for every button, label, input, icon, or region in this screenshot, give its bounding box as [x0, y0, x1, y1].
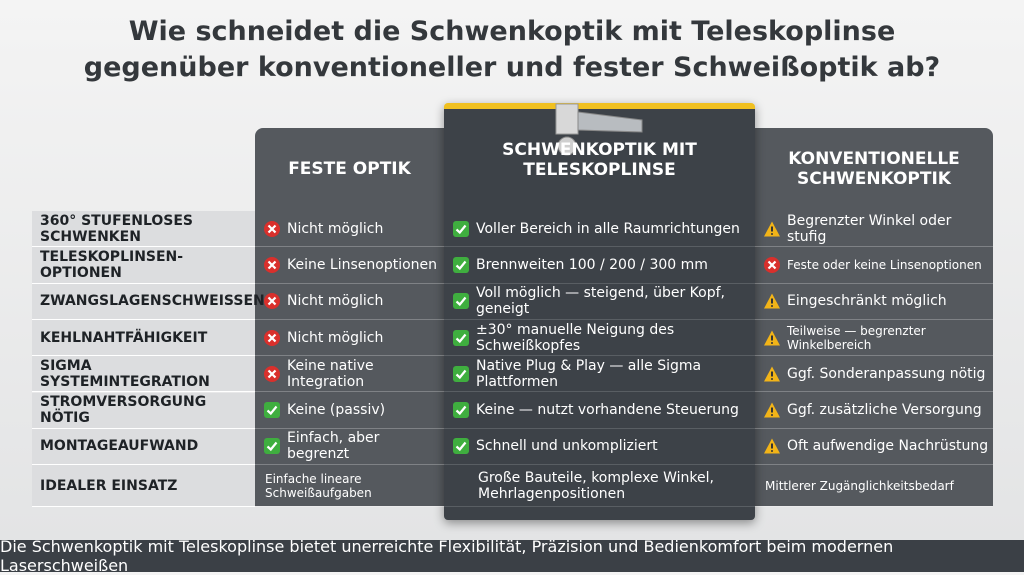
table-cell: Große Bauteile, komplexe Winkel, Mehrlag… — [444, 465, 755, 508]
cell-text: TELESKOPLINSEN-OPTIONEN — [40, 248, 184, 281]
cell-text: KONVENTIONELLE SCHWENKOPTIK — [788, 149, 960, 189]
cell-text: Nicht möglich — [287, 329, 384, 346]
status-icon — [453, 220, 469, 237]
status-icon — [764, 293, 780, 309]
cell-text: Voll möglich — steigend, über Kopf, gene… — [476, 285, 725, 318]
row-label: KEHLNAHTFÄHIGKEIT — [32, 319, 255, 357]
footer: Die Schwenkoptik mit Teleskoplinse biete… — [0, 537, 1024, 575]
cell-text: IDEALER EINSATZ — [40, 477, 178, 494]
table-cell: Feste oder keine Linsenoptionen — [755, 247, 993, 284]
cell-text: Begrenzter Winkel oder stufig — [787, 212, 952, 245]
table-cell: Schnell und unkompliziert — [444, 429, 755, 466]
column-bg — [255, 128, 444, 506]
row-label: STROMVERSORGUNG NÖTIG — [32, 392, 255, 429]
title-line: Wie schneidet die Schwenkoptik mit Teles… — [128, 16, 896, 47]
status-icon — [264, 220, 280, 237]
status-icon — [264, 438, 280, 455]
cell-text: Keine (passiv) — [287, 402, 386, 419]
status-icon — [453, 402, 469, 419]
cell-text: Voller Bereich in alle Raumrichtungen — [476, 220, 740, 237]
status-icon — [453, 438, 469, 455]
table-cell: Brennweiten 100 / 200 / 300 mm — [444, 247, 755, 284]
status-icon — [764, 366, 780, 382]
cell-text: ±30° manuelle Neigung des Schweißkopfes — [476, 321, 675, 354]
table-cell: Ggf. zusätzliche Versorgung — [755, 393, 993, 429]
row-label: IDEALER EINSATZ — [32, 465, 255, 508]
status-icon — [453, 293, 469, 310]
status-icon — [453, 329, 469, 346]
status-icon — [764, 438, 780, 454]
cell-text: Nicht möglich — [287, 220, 384, 237]
table-cell: Einfache lineare Schweißaufgaben — [255, 465, 444, 508]
table-cell: Keine (passiv) — [255, 393, 444, 429]
title-line: gegenüber konventioneller und fester Sch… — [83, 52, 941, 83]
row-label: ZWANGSLAGENSCHWEISSEN — [32, 283, 265, 320]
cell-text: ZWANGSLAGENSCHWEISSEN — [40, 293, 265, 310]
status-icon — [764, 330, 780, 346]
cell-text: SCHWENKOPTIK MIT TELESKOPLINSE — [502, 140, 697, 180]
status-icon — [764, 402, 780, 418]
table-cell: Keine native Integration — [255, 356, 444, 393]
table-cell: Mittlerer Zugänglichkeitsbedarf — [755, 465, 993, 508]
cell-text: Ggf. Sonderanpassung nötig — [787, 365, 986, 382]
cell-text: FESTE OPTIK — [288, 159, 411, 179]
column-header: KONVENTIONELLE SCHWENKOPTIK — [755, 128, 993, 210]
table-cell: Eingeschränkt möglich — [755, 284, 993, 320]
cell-text: Mittlerer Zugänglichkeitsbedarf — [765, 478, 954, 493]
cell-text: Nicht möglich — [287, 293, 384, 310]
row-label: MONTAGEAUFWAND — [32, 428, 255, 466]
column-header: FESTE OPTIK — [255, 128, 444, 210]
cell-text: Feste oder keine Linsenoptionen — [787, 257, 982, 272]
table-cell: Teilweise — begrenzter Winkelbereich — [755, 320, 993, 357]
cell-text: Keine — nutzt vorhandene Steuerung — [476, 402, 739, 419]
table-cell: Voll möglich — steigend, über Kopf, gene… — [444, 284, 755, 320]
cell-text: Schnell und unkompliziert — [476, 438, 658, 455]
row-label: SIGMA SYSTEMINTEGRATION — [32, 356, 255, 393]
table-cell: Voller Bereich in alle Raumrichtungen — [444, 211, 755, 248]
status-icon — [764, 221, 780, 237]
table-cell: Keine Linsenoptionen — [255, 247, 444, 284]
column-header: SCHWENKOPTIK MIT TELESKOPLINSE — [444, 110, 755, 210]
optic-image — [555, 103, 643, 156]
status-icon — [264, 402, 280, 419]
table-cell: Ggf. Sonderanpassung nötig — [755, 356, 993, 393]
column-bg — [755, 128, 993, 506]
cell-text: Native Plug & Play — alle Sigma Plattfor… — [476, 357, 702, 390]
cell-text: Keine native Integration — [287, 357, 374, 390]
cell-text: Einfach, aber begrenzt — [287, 430, 380, 463]
highlight-column — [444, 103, 755, 520]
status-icon — [264, 329, 280, 346]
row-label: TELESKOPLINSEN-OPTIONEN — [32, 247, 255, 284]
status-icon — [264, 256, 280, 273]
cell-text: Oft aufwendige Nachrüstung — [787, 438, 989, 455]
cell-text: SIGMA SYSTEMINTEGRATION — [40, 357, 210, 390]
table-cell: Nicht möglich — [255, 320, 444, 357]
cell-text: Keine Linsenoptionen — [287, 256, 438, 273]
cell-text: Einfache lineare Schweißaufgaben — [265, 471, 372, 500]
status-icon — [264, 365, 280, 382]
cell-text: Ggf. zusätzliche Versorgung — [787, 402, 982, 419]
status-icon — [764, 256, 780, 273]
status-icon — [264, 293, 280, 310]
status-icon — [453, 256, 469, 273]
table-cell: Keine — nutzt vorhandene Steuerung — [444, 393, 755, 429]
cell-text: Teilweise — begrenzter Winkelbereich — [787, 323, 926, 352]
table-cell: Native Plug & Play — alle Sigma Plattfor… — [444, 356, 755, 393]
cell-text: STROMVERSORGUNG NÖTIG — [40, 394, 207, 427]
status-icon — [453, 365, 469, 382]
cell-text: Große Bauteile, komplexe Winkel, Mehrlag… — [478, 469, 714, 502]
table-cell: Oft aufwendige Nachrüstung — [755, 429, 993, 466]
cell-text: Brennweiten 100 / 200 / 300 mm — [476, 256, 708, 273]
table-cell: Nicht möglich — [255, 211, 444, 248]
table-cell: Einfach, aber begrenzt — [255, 429, 444, 466]
cell-text: KEHLNAHTFÄHIGKEIT — [40, 329, 208, 346]
cell-text: Eingeschränkt möglich — [787, 293, 947, 310]
row-label: 360° STUFENLOSES SCHWENKEN — [32, 211, 255, 248]
table-cell: Begrenzter Winkel oder stufig — [755, 211, 993, 248]
cell-text: 360° STUFENLOSES SCHWENKEN — [40, 212, 193, 245]
table-cell: Nicht möglich — [255, 284, 444, 320]
table-cell: ±30° manuelle Neigung des Schweißkopfes — [444, 320, 755, 357]
cell-text: MONTAGEAUFWAND — [40, 438, 199, 455]
